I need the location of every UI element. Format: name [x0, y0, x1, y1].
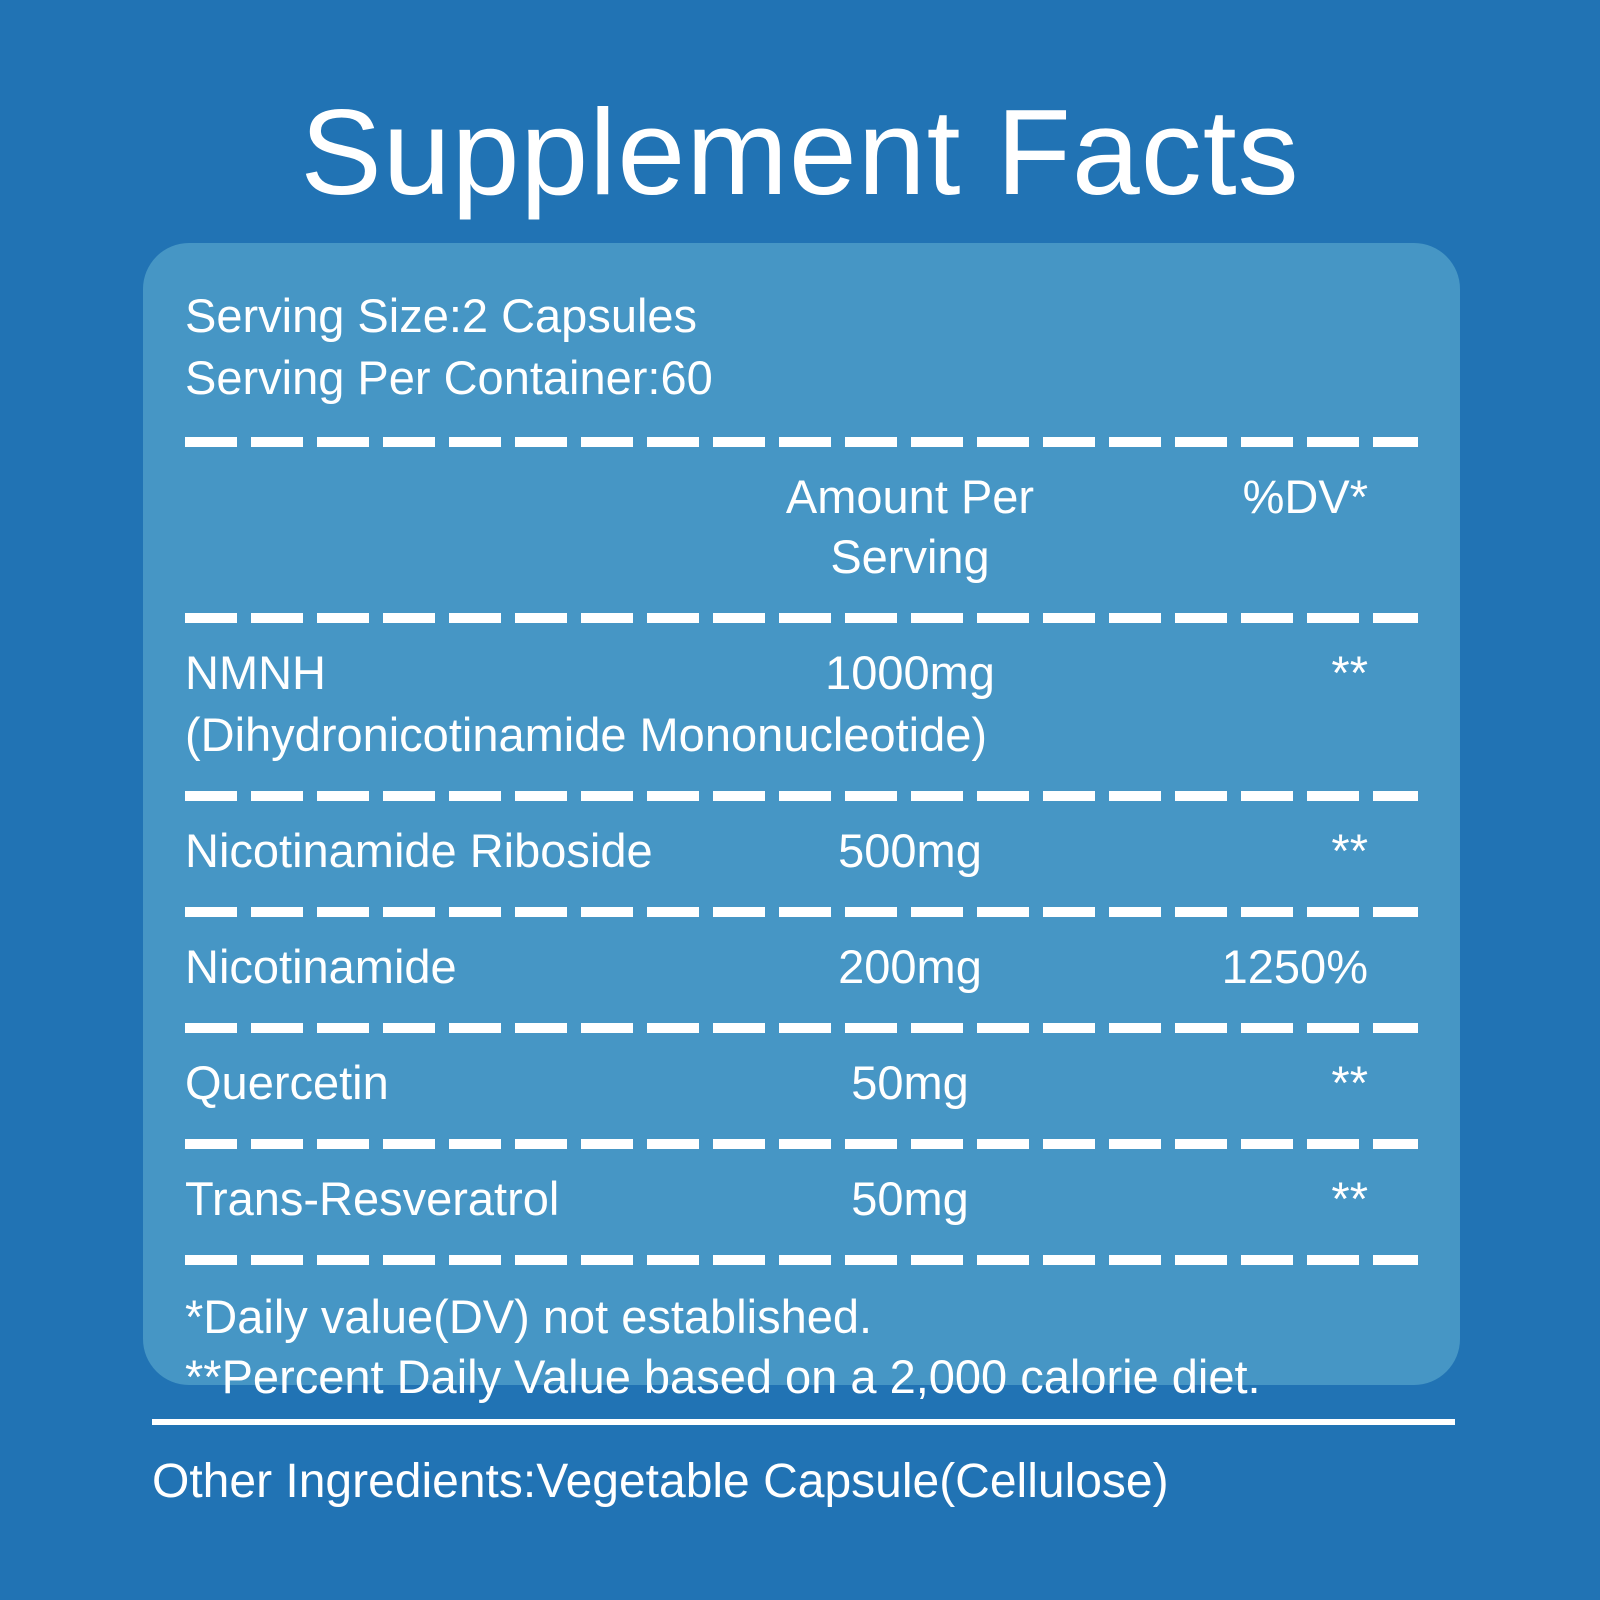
- table-row: NMNH 1000mg **: [185, 623, 1418, 729]
- page-title: Supplement Facts: [300, 84, 1300, 220]
- solid-divider: [152, 1419, 1455, 1425]
- ingredient-amount: 1000mg: [825, 646, 995, 699]
- other-ingredients-text: Other Ingredients:Vegetable Capsule(Cell…: [152, 1455, 1169, 1508]
- ingredient-amount: 500mg: [838, 824, 982, 877]
- footnote-percent-daily-value: **Percent Daily Value based on a 2,000 c…: [185, 1350, 1261, 1403]
- ingredient-amount: 50mg: [851, 1172, 969, 1225]
- amount-per-serving-header: Amount Per Serving: [785, 470, 1035, 583]
- footnotes: *Daily value(DV) not established. **Perc…: [185, 1265, 1418, 1407]
- dashed-divider: [185, 1255, 1418, 1265]
- ingredient-name: Trans-Resveratrol: [185, 1172, 560, 1225]
- ingredient-name: Nicotinamide Riboside: [185, 824, 653, 877]
- ingredient-name: Quercetin: [185, 1056, 389, 1109]
- ingredient-subname: (Dihydronicotinamide Mononucleotide): [185, 708, 988, 761]
- dv-header: %DV*: [1242, 470, 1368, 523]
- serving-size-text: Serving Size:2 Capsules: [185, 289, 698, 342]
- ingredient-name: Nicotinamide: [185, 940, 457, 993]
- dashed-divider: [185, 1139, 1418, 1149]
- footnote-dv-not-established: *Daily value(DV) not established.: [185, 1290, 873, 1343]
- serving-per-container-text: Serving Per Container:60: [185, 351, 713, 404]
- ingredient-dv: **: [1331, 1172, 1368, 1225]
- dashed-divider: [185, 907, 1418, 917]
- ingredient-dv: **: [1331, 1056, 1368, 1109]
- ingredient-dv: **: [1331, 824, 1368, 877]
- table-row: Quercetin 50mg **: [185, 1033, 1418, 1139]
- table-row: Nicotinamide 200mg 1250%: [185, 917, 1418, 1023]
- dashed-divider: [185, 613, 1418, 623]
- table-row: Trans-Resveratrol 50mg **: [185, 1149, 1418, 1255]
- ingredient-name: NMNH: [185, 646, 326, 699]
- ingredient-amount: 50mg: [851, 1056, 969, 1109]
- ingredient-dv: **: [1331, 646, 1368, 699]
- supplement-facts-panel: Serving Size:2 Capsules Serving Per Cont…: [143, 243, 1460, 1403]
- table-row: Nicotinamide Riboside 500mg **: [185, 801, 1418, 907]
- dashed-divider: [185, 437, 1418, 447]
- dashed-divider: [185, 1023, 1418, 1033]
- ingredient-dv: 1250%: [1221, 940, 1368, 993]
- serving-info: Serving Size:2 Capsules Serving Per Cont…: [185, 285, 1418, 409]
- ingredient-amount: 200mg: [838, 940, 982, 993]
- table-header-row: Amount Per Serving %DV*: [185, 447, 1418, 613]
- dashed-divider: [185, 791, 1418, 801]
